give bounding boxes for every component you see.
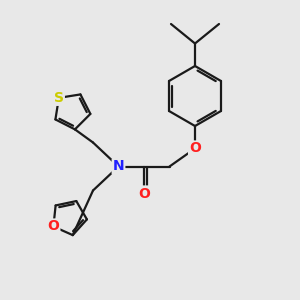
Text: O: O	[138, 187, 150, 200]
Text: O: O	[47, 220, 59, 233]
Text: O: O	[189, 142, 201, 155]
Text: N: N	[113, 160, 124, 173]
Text: S: S	[54, 91, 64, 105]
